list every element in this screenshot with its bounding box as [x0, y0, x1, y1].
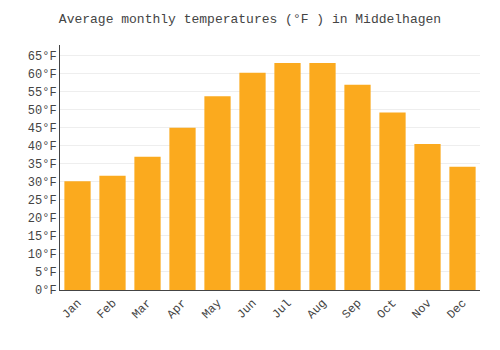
svg-text:35°F: 35°F [28, 158, 57, 172]
svg-text:50°F: 50°F [28, 104, 57, 118]
svg-text:Jun: Jun [234, 297, 259, 322]
svg-text:Feb: Feb [94, 297, 119, 322]
svg-text:Dec: Dec [444, 297, 469, 322]
svg-text:Mar: Mar [129, 297, 154, 322]
svg-text:65°F: 65°F [28, 50, 57, 64]
svg-text:Jul: Jul [269, 297, 294, 322]
svg-text:60°F: 60°F [28, 68, 57, 82]
svg-text:15°F: 15°F [28, 230, 57, 244]
svg-text:Average monthly temperatures (: Average monthly temperatures (°F ) in Mi… [59, 12, 441, 27]
svg-text:10°F: 10°F [28, 248, 57, 262]
svg-text:Oct: Oct [374, 297, 399, 322]
svg-text:Apr: Apr [164, 297, 189, 322]
svg-text:45°F: 45°F [28, 122, 57, 136]
svg-text:Nov: Nov [409, 297, 434, 322]
svg-text:May: May [199, 297, 224, 322]
svg-text:Jan: Jan [59, 297, 84, 322]
svg-text:25°F: 25°F [28, 194, 57, 208]
svg-text:0°F: 0°F [35, 284, 57, 298]
svg-text:40°F: 40°F [28, 140, 57, 154]
svg-text:20°F: 20°F [28, 212, 57, 226]
svg-text:5°F: 5°F [35, 266, 57, 280]
svg-text:30°F: 30°F [28, 176, 57, 190]
svg-text:55°F: 55°F [28, 86, 57, 100]
svg-text:Aug: Aug [304, 297, 329, 322]
svg-text:Sep: Sep [339, 297, 364, 322]
